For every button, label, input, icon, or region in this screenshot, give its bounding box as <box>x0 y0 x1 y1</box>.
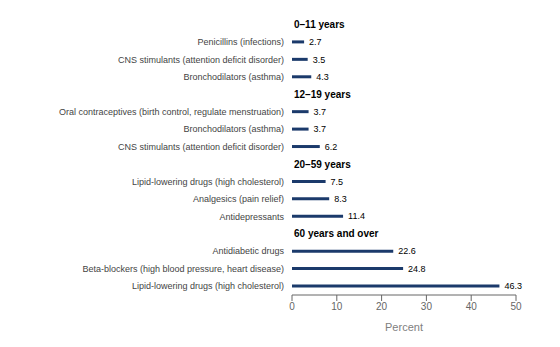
svg-text:24.8: 24.8 <box>408 264 426 274</box>
svg-text:30: 30 <box>421 301 433 312</box>
svg-text:20–59 years: 20–59 years <box>294 159 351 170</box>
svg-text:Antidiabetic drugs: Antidiabetic drugs <box>212 246 284 256</box>
svg-text:46.3: 46.3 <box>504 281 522 291</box>
svg-text:Antidepressants: Antidepressants <box>219 212 284 222</box>
svg-text:Analgesics (pain relief): Analgesics (pain relief) <box>193 194 284 204</box>
svg-text:0: 0 <box>289 301 295 312</box>
svg-text:8.3: 8.3 <box>334 194 347 204</box>
svg-text:3.7: 3.7 <box>314 124 327 134</box>
svg-text:6.2: 6.2 <box>325 142 338 152</box>
svg-text:Beta-blockers (high blood pres: Beta-blockers (high blood pressure, hear… <box>82 264 284 274</box>
svg-text:3.7: 3.7 <box>314 107 327 117</box>
svg-text:CNS stimulants (attention defi: CNS stimulants (attention deficit disord… <box>118 142 284 152</box>
svg-text:11.4: 11.4 <box>348 211 365 221</box>
svg-text:Bronchodilators (asthma): Bronchodilators (asthma) <box>183 72 284 82</box>
svg-text:22.6: 22.6 <box>398 246 416 256</box>
svg-text:Penicillins (infections): Penicillins (infections) <box>197 37 284 47</box>
svg-text:20: 20 <box>376 301 388 312</box>
svg-text:10: 10 <box>331 301 343 312</box>
svg-text:12–19 years: 12–19 years <box>294 89 351 100</box>
svg-text:Lipid-lowering drugs (high cho: Lipid-lowering drugs (high cholesterol) <box>132 281 284 291</box>
svg-text:4.3: 4.3 <box>316 72 329 82</box>
svg-text:Percent: Percent <box>385 321 423 333</box>
svg-text:Bronchodilators (asthma): Bronchodilators (asthma) <box>183 124 284 134</box>
svg-text:0–11 years: 0–11 years <box>294 19 345 30</box>
svg-text:50: 50 <box>510 301 522 312</box>
svg-text:40: 40 <box>466 301 478 312</box>
svg-text:Oral contraceptives (birth con: Oral contraceptives (birth control, regu… <box>59 107 284 117</box>
svg-text:CNS stimulants (attention defi: CNS stimulants (attention deficit disord… <box>118 55 284 65</box>
svg-text:7.5: 7.5 <box>331 177 344 187</box>
svg-text:3.5: 3.5 <box>313 55 326 65</box>
svg-text:60 years and over: 60 years and over <box>294 228 379 239</box>
svg-text:2.7: 2.7 <box>309 37 322 47</box>
svg-text:Lipid-lowering drugs (high cho: Lipid-lowering drugs (high cholesterol) <box>132 177 284 187</box>
